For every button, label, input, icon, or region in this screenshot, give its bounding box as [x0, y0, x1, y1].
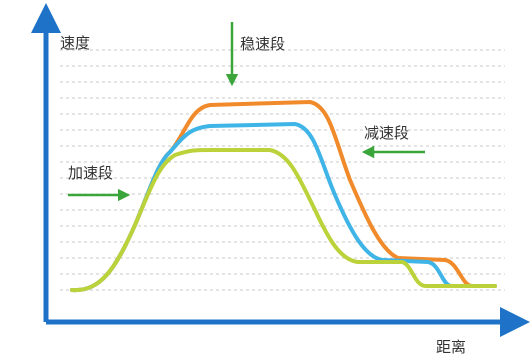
y-axis-label: 速度 [60, 34, 91, 52]
accel-label: 加速段 [68, 164, 114, 182]
grid-lines [60, 49, 505, 291]
steady-label: 稳速段 [240, 35, 286, 53]
x-axis-label: 距离 [436, 338, 467, 356]
curve-green [70, 148, 497, 293]
decel-label: 减速段 [364, 124, 410, 142]
curve-blue [70, 121, 497, 293]
